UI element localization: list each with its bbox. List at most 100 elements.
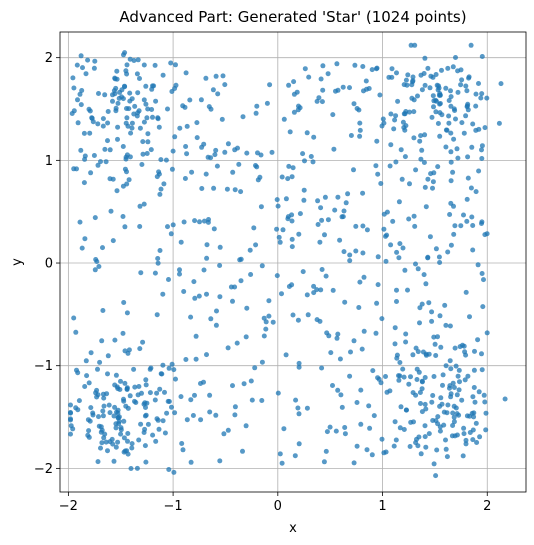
scatter-point	[484, 330, 490, 336]
scatter-point	[172, 86, 178, 91]
scatter-point	[95, 392, 101, 398]
scatter-point	[215, 91, 221, 97]
scatter-point	[152, 397, 158, 403]
scatter-point	[149, 107, 155, 112]
scatter-point	[140, 139, 146, 145]
scatter-point	[107, 410, 113, 416]
scatter-point	[106, 402, 112, 408]
scatter-point	[126, 106, 132, 112]
scatter-point	[360, 250, 366, 256]
scatter-point	[254, 103, 260, 109]
scatter-point	[413, 167, 419, 173]
scatter-point	[283, 352, 289, 358]
scatter-point	[450, 169, 456, 175]
scatter-point	[450, 64, 456, 70]
scatter-point	[68, 417, 73, 423]
y-tick-label: −2	[34, 462, 53, 477]
scatter-point	[302, 158, 307, 164]
scatter-point	[183, 144, 189, 149]
scatter-point	[134, 465, 140, 471]
scatter-point	[384, 232, 390, 238]
scatter-point	[477, 434, 483, 440]
scatter-point	[418, 401, 423, 406]
scatter-point	[257, 174, 263, 180]
scatter-point	[136, 437, 142, 443]
scatter-point	[134, 71, 140, 77]
scatter-point	[124, 387, 130, 392]
scatter-point	[417, 390, 423, 395]
scatter-point	[347, 85, 352, 91]
scatter-point	[433, 246, 439, 252]
scatter-point	[171, 469, 177, 475]
scatter-point	[116, 421, 122, 427]
scatter-point	[169, 361, 175, 367]
scatter-point	[238, 278, 244, 284]
scatter-point	[478, 95, 484, 101]
scatter-point	[100, 116, 106, 122]
scatter-point	[376, 376, 382, 382]
scatter-point	[160, 72, 166, 78]
scatter-point	[261, 333, 267, 339]
scatter-point	[436, 254, 442, 260]
scatter-point	[165, 398, 171, 404]
scatter-point	[154, 312, 160, 318]
scatter-point	[113, 372, 119, 378]
scatter-point	[89, 115, 95, 121]
scatter-point	[473, 189, 479, 195]
scatter-point	[437, 313, 443, 319]
scatter-point	[479, 91, 485, 97]
scatter-point	[428, 171, 434, 177]
scatter-point	[87, 130, 93, 136]
scatter-point	[318, 287, 324, 293]
scatter-point	[429, 309, 435, 315]
scatter-point	[429, 318, 435, 324]
scatter-point	[422, 184, 428, 190]
scatter-point	[438, 344, 444, 350]
scatter-point	[446, 113, 452, 119]
scatter-point	[440, 382, 445, 388]
scatter-point	[320, 63, 326, 69]
scatter-point	[422, 132, 428, 138]
scatter-point	[131, 58, 137, 63]
scatter-point	[238, 256, 244, 262]
scatter-point	[426, 431, 432, 437]
scatter-point	[74, 62, 80, 68]
scatter-point	[351, 167, 356, 173]
scatter-point	[437, 403, 443, 409]
scatter-point	[274, 226, 280, 232]
scatter-point	[163, 157, 169, 163]
scatter-point	[86, 428, 92, 434]
x-tick-label: 2	[483, 499, 491, 514]
scatter-point	[473, 420, 479, 426]
scatter-point	[138, 270, 144, 276]
scatter-point	[184, 123, 190, 129]
scatter-point	[479, 367, 485, 373]
scatter-point	[437, 101, 443, 107]
scatter-point	[124, 62, 130, 68]
scatter-point	[403, 339, 409, 345]
scatter-point	[430, 393, 436, 398]
scatter-point	[331, 146, 337, 152]
scatter-point	[107, 147, 113, 153]
scatter-point	[445, 65, 451, 71]
scatter-point	[81, 130, 87, 136]
scatter-point	[467, 314, 472, 320]
scatter-point	[474, 440, 480, 445]
scatter-point	[341, 249, 347, 255]
scatter-point	[304, 130, 310, 136]
scatter-point	[453, 55, 458, 60]
scatter-point	[470, 223, 476, 228]
scatter-point	[311, 134, 317, 140]
scatter-point	[483, 427, 489, 433]
scatter-point	[143, 382, 149, 388]
scatter-point	[111, 88, 117, 94]
scatter-point	[287, 129, 293, 135]
scatter-point	[459, 120, 465, 126]
scatter-point	[73, 329, 79, 335]
scatter-point	[217, 263, 223, 268]
scatter-point	[448, 366, 454, 372]
y-tick-label: −1	[34, 359, 53, 374]
scatter-point	[465, 101, 471, 107]
scatter-point	[482, 399, 488, 405]
scatter-point	[168, 60, 174, 66]
